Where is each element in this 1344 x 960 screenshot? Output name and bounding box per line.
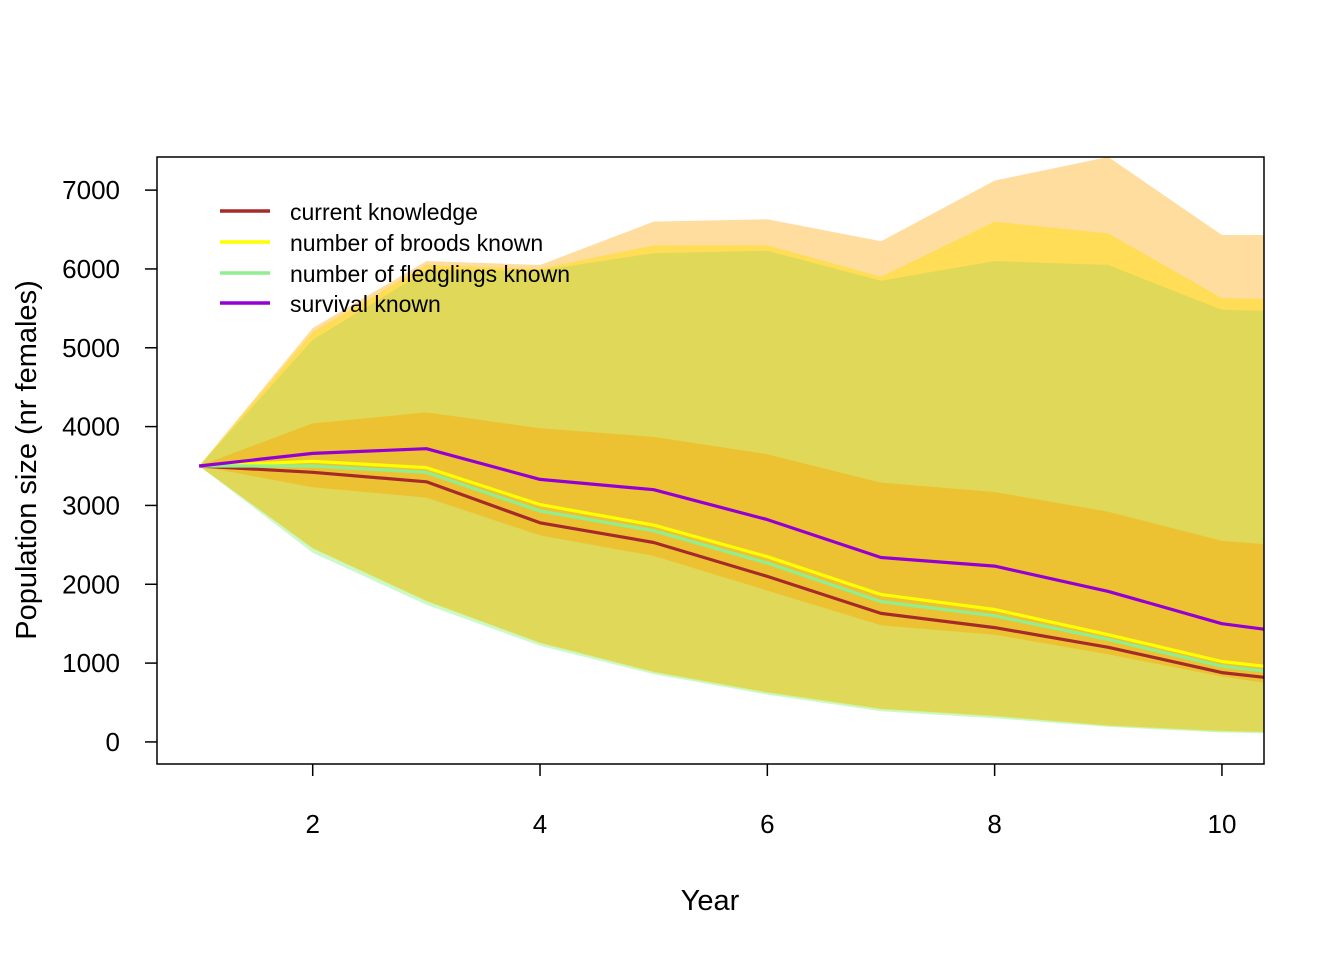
y-tick-label-6000: 6000 [62,254,120,284]
legend-label-fledglings-known: number of fledglings known [290,261,570,287]
x-tick-label-8: 8 [987,809,1001,839]
y-axis: 0 1000 2000 3000 4000 5000 6000 7000 [62,175,157,757]
x-tick-label-10: 10 [1207,809,1236,839]
y-tick-label-5000: 5000 [62,333,120,363]
band-survival-known [199,157,1264,732]
confidence-bands [199,157,1264,734]
line-current-knowledge [199,464,1264,679]
x-tick-label-6: 6 [760,809,774,839]
plot-frame [156,156,1265,765]
y-tick-label-2000: 2000 [62,569,120,599]
x-tick-label-2: 2 [305,809,319,839]
y-tick-label-0: 0 [106,727,120,757]
y-tick-label-4000: 4000 [62,412,120,442]
legend-label-broods-known: number of broods known [290,230,543,256]
x-axis: 2 4 6 8 10 [305,764,1236,839]
line-number-of-fledglings-known [199,464,1264,673]
x-tick-label-4: 4 [533,809,547,839]
y-tick-label-7000: 7000 [62,175,120,205]
y-tick-label-1000: 1000 [62,648,120,678]
mean-lines [198,447,1264,679]
legend-label-survival-known: survival known [290,291,441,317]
band-number-of-fledglings-known [199,250,1264,734]
band-number-of-broods-known [199,221,1264,733]
line-number-of-broods-known [199,459,1264,668]
line-survival-known [198,447,1264,631]
y-axis-title: Population size (nr females) [11,280,43,639]
legend-label-current-knowledge: current knowledge [290,199,478,225]
y-tick-label-3000: 3000 [62,490,120,520]
x-axis-title: Year [681,885,740,917]
legend: current knowledge number of broods known… [220,199,570,317]
